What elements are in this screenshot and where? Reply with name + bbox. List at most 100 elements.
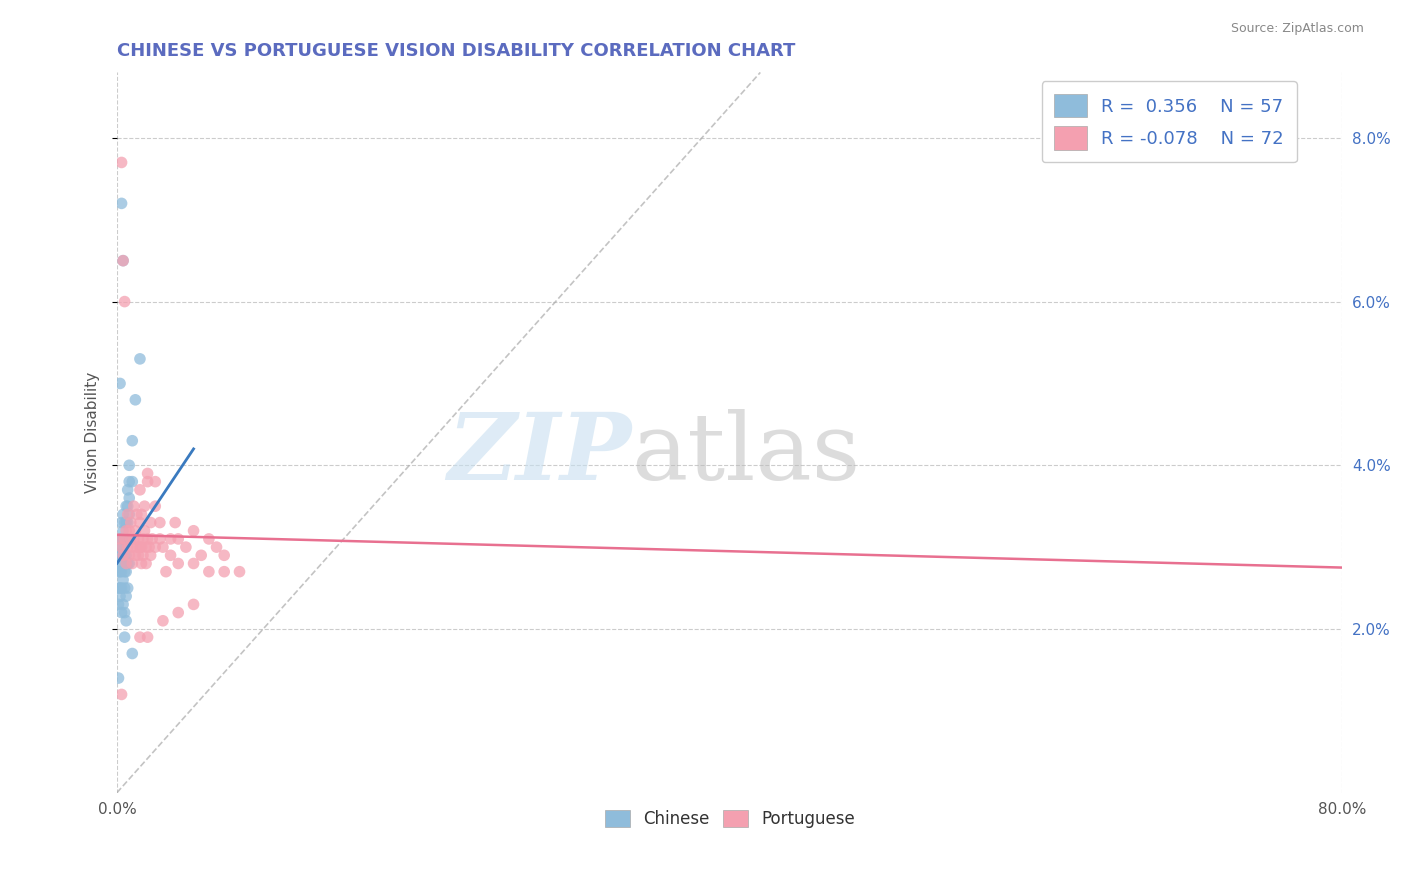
Point	[165, 516, 187, 530]
Point	[167, 557, 190, 571]
Point	[108, 376, 131, 391]
Point	[131, 540, 153, 554]
Point	[183, 598, 205, 612]
Point	[129, 483, 152, 497]
Point	[124, 392, 146, 407]
Text: CHINESE VS PORTUGUESE VISION DISABILITY CORRELATION CHART: CHINESE VS PORTUGUESE VISION DISABILITY …	[117, 42, 796, 60]
Point	[125, 540, 148, 554]
Point	[117, 581, 139, 595]
Point	[198, 532, 221, 546]
Point	[174, 540, 197, 554]
Point	[125, 508, 148, 522]
Point	[114, 532, 136, 546]
Point	[136, 475, 159, 489]
Point	[159, 532, 181, 546]
Point	[136, 467, 159, 481]
Point	[115, 549, 138, 563]
Point	[110, 688, 132, 702]
Point	[110, 565, 132, 579]
Text: Source: ZipAtlas.com: Source: ZipAtlas.com	[1230, 22, 1364, 36]
Point	[107, 540, 129, 554]
Point	[117, 557, 139, 571]
Point	[112, 253, 135, 268]
Point	[110, 581, 132, 595]
Point	[118, 557, 141, 571]
Y-axis label: Vision Disability: Vision Disability	[86, 372, 100, 493]
Point	[212, 565, 235, 579]
Point	[110, 540, 132, 554]
Point	[129, 630, 152, 644]
Point	[114, 532, 136, 546]
Point	[108, 532, 131, 546]
Point	[132, 549, 155, 563]
Point	[112, 598, 135, 612]
Point	[122, 499, 145, 513]
Point	[149, 516, 172, 530]
Point	[124, 549, 146, 563]
Point	[117, 540, 139, 554]
Point	[135, 557, 157, 571]
Point	[110, 155, 132, 169]
Point	[198, 565, 221, 579]
Point	[108, 581, 131, 595]
Point	[107, 598, 129, 612]
Point	[136, 630, 159, 644]
Point	[190, 549, 212, 563]
Point	[115, 589, 138, 603]
Point	[110, 532, 132, 546]
Point	[115, 524, 138, 538]
Point	[138, 540, 160, 554]
Point	[121, 475, 143, 489]
Point	[121, 540, 143, 554]
Point	[118, 458, 141, 473]
Point	[108, 549, 131, 563]
Point	[118, 508, 141, 522]
Point	[118, 532, 141, 546]
Point	[139, 549, 162, 563]
Point	[114, 581, 136, 595]
Point	[112, 253, 135, 268]
Point	[183, 557, 205, 571]
Point	[212, 549, 235, 563]
Point	[228, 565, 250, 579]
Point	[127, 532, 149, 546]
Point	[112, 549, 135, 563]
Point	[155, 565, 177, 579]
Point	[159, 549, 181, 563]
Point	[107, 671, 129, 685]
Point	[120, 516, 142, 530]
Point	[118, 524, 141, 538]
Point	[110, 516, 132, 530]
Point	[112, 573, 135, 587]
Point	[117, 483, 139, 497]
Point	[112, 557, 135, 571]
Point	[112, 508, 135, 522]
Point	[124, 524, 146, 538]
Point	[114, 549, 136, 563]
Point	[152, 614, 174, 628]
Point	[110, 549, 132, 563]
Point	[143, 475, 166, 489]
Point	[152, 540, 174, 554]
Point	[108, 532, 131, 546]
Point	[134, 499, 156, 513]
Point	[114, 294, 136, 309]
Point	[117, 516, 139, 530]
Point	[114, 630, 136, 644]
Legend: Chinese, Portuguese: Chinese, Portuguese	[598, 803, 862, 835]
Point	[122, 532, 145, 546]
Point	[115, 499, 138, 513]
Point	[115, 565, 138, 579]
Point	[115, 532, 138, 546]
Point	[143, 499, 166, 513]
Point	[131, 557, 153, 571]
Point	[118, 491, 141, 505]
Point	[167, 606, 190, 620]
Point	[139, 516, 162, 530]
Point	[120, 532, 142, 546]
Point	[114, 606, 136, 620]
Point	[117, 508, 139, 522]
Point	[114, 516, 136, 530]
Point	[110, 606, 132, 620]
Point	[118, 549, 141, 563]
